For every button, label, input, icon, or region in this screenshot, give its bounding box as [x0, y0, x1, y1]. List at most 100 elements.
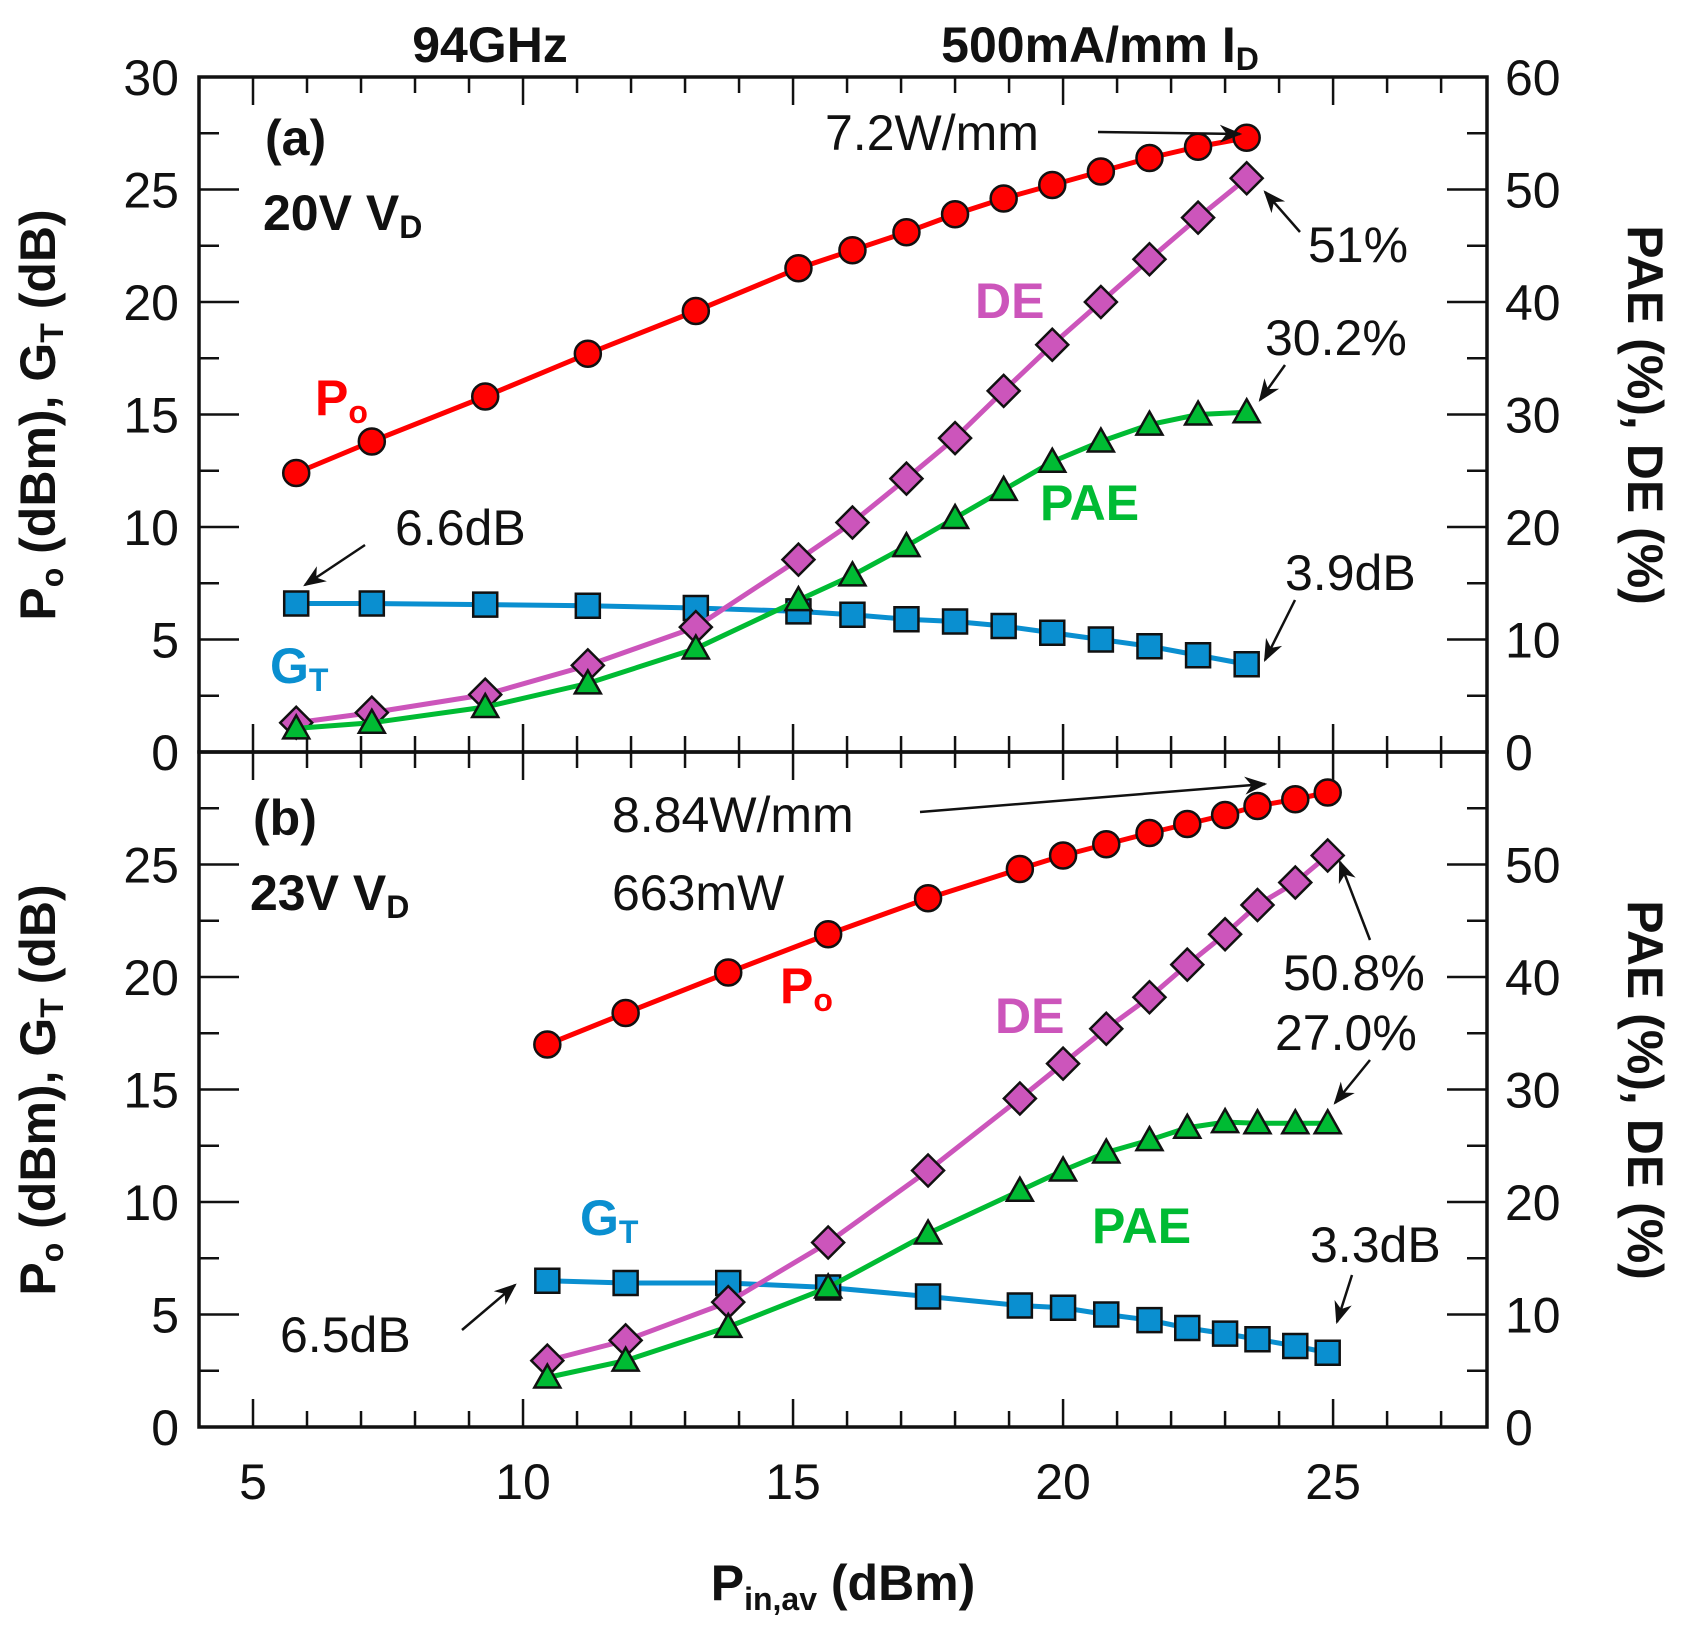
panel-b-de-point: [1131, 979, 1168, 1016]
panel-a-po-point: [1183, 132, 1213, 161]
panel-a-frame: [197, 75, 1489, 754]
x-tick-label: 25: [1305, 1454, 1361, 1510]
panel-a-gt-point: [990, 612, 1017, 640]
arrow-de-a: [1263, 190, 1301, 233]
panel-a-po-point: [1232, 123, 1261, 152]
panel-b-pae-point: [532, 1361, 563, 1389]
panel-b-y-tick-label: 15: [123, 1063, 179, 1119]
y-label-t: T: [34, 323, 70, 343]
panel-b-pae-point: [1134, 1124, 1165, 1152]
annotation-pae-b: 27.0%: [1275, 1005, 1417, 1061]
panel-b-pae-point: [1004, 1175, 1036, 1202]
panel-a-y-tick-label: 15: [123, 388, 179, 444]
panel-b-pae-point: [1242, 1107, 1273, 1135]
panel-b-y-right-tick-label: 30: [1505, 1063, 1561, 1119]
arrow-pae-a: [1258, 364, 1287, 402]
y-axis-title-b: Po (dBm), GT (dB): [10, 884, 70, 1295]
panel-a-de-point: [985, 373, 1022, 409]
arrow-de-b: [1338, 859, 1372, 941]
panel-a-gt-point: [839, 601, 866, 628]
panel-b-de-point: [910, 1152, 946, 1189]
po-main: P: [780, 958, 813, 1014]
panel-b-po-point: [1092, 830, 1121, 859]
panel-a-gt-point: [1184, 642, 1212, 669]
panel-b-pae-point: [1280, 1107, 1311, 1135]
panel-b-de-point: [1239, 887, 1276, 923]
panel-a-tag: (a): [265, 110, 326, 166]
panel-b-po-point: [1173, 809, 1202, 839]
panel-a-y-right-tick-label: 0: [1505, 725, 1533, 781]
annotation-power-a: 7.2W/mm: [825, 105, 1039, 161]
panel-a-po-point: [838, 236, 867, 265]
panel-b-y-right-tick-label: 10: [1505, 1288, 1561, 1344]
y-axis-title-a: Po (dBm), GT (dB): [10, 209, 70, 620]
panel-a-de-point: [1131, 241, 1168, 278]
po-label-b: Po: [780, 958, 833, 1018]
panel-a-de-point: [1083, 284, 1119, 320]
panel-a-vd: 20V VD: [263, 185, 422, 245]
panel-a-gt-point: [358, 590, 386, 617]
y-label-p: P: [10, 1262, 66, 1295]
annotation-power-b: 8.84W/mm: [612, 787, 854, 843]
panel-b-po-point: [1243, 791, 1272, 821]
panel-a-de-point: [780, 541, 817, 578]
panel-b-gt-point: [1244, 1326, 1271, 1353]
po-sub: o: [348, 394, 368, 430]
panel-a-y-right-tick-label: 10: [1505, 613, 1561, 669]
gt-main: G: [270, 638, 309, 694]
vd-main: 23V V: [250, 865, 387, 921]
annotation-pae-a: 30.2%: [1265, 310, 1407, 366]
panel-b-po-point: [533, 1030, 562, 1059]
panel-b-gt-point: [534, 1267, 561, 1294]
panel-a-gt-point: [574, 592, 602, 619]
vd-sub: D: [399, 209, 422, 245]
panel-a-y-tick-label: 10: [123, 500, 179, 556]
panel-a-po-point: [989, 184, 1018, 213]
panel-a-gt-point: [893, 606, 920, 633]
panel-a-y-tick-label: 0: [151, 725, 179, 781]
panel-b-gt-point: [1282, 1332, 1309, 1360]
y-label-mid: (dBm), G: [10, 1018, 66, 1243]
bias-main: 500mA/mm I: [941, 17, 1236, 73]
panel-a-po-point: [573, 339, 603, 368]
panel-b-pae-point: [1312, 1107, 1343, 1135]
panel-a-po-point: [357, 427, 387, 456]
panel-a-po-point: [1038, 170, 1067, 200]
panel-b-de-point: [1169, 946, 1206, 983]
panel-a-po-point: [281, 458, 311, 488]
panel-b-pae-point: [713, 1311, 744, 1339]
x-tick-label: 20: [1035, 1454, 1091, 1510]
panel-b-gt-point: [612, 1269, 639, 1297]
panel-b-tag: (b): [253, 790, 317, 846]
panel-a-y-right-tick-label: 60: [1505, 50, 1561, 106]
y-label-o: o: [34, 568, 70, 588]
panel-a-gt-point: [1136, 633, 1163, 660]
panel-b-pae-point: [813, 1271, 844, 1299]
annotation-de-a: 51%: [1308, 217, 1408, 273]
panel-b-de-point: [1088, 1010, 1125, 1047]
panel-a-de-point: [937, 420, 973, 456]
panel-b-de-point: [810, 1224, 846, 1261]
panel-a-pae-point: [356, 707, 387, 734]
x-label-main: P: [711, 1555, 744, 1611]
panel-b-y-right-tick-label: 50: [1505, 838, 1561, 894]
panel-b-po-point: [1048, 841, 1078, 870]
panel-b-y-tick-label: 5: [151, 1288, 179, 1344]
panel-a-po-point: [470, 382, 500, 411]
panel-a-po-point: [1135, 143, 1164, 173]
panel-b-y-right-tick-label: 40: [1505, 950, 1561, 1006]
panel-b-de-point: [1002, 1080, 1038, 1117]
annotation-gt-start-a: 6.6dB: [395, 500, 526, 556]
panel-b-de-point: [1277, 864, 1314, 901]
panel-b-po-point: [913, 884, 943, 913]
panel-b-pae-point: [1172, 1112, 1203, 1139]
pae-label-b: PAE: [1092, 1198, 1191, 1254]
y-right-title-b: PAE (%), DE (%): [1617, 900, 1673, 1280]
x-tick-label: 10: [495, 1454, 551, 1510]
annotation-gt-start-b: 6.5dB: [280, 1307, 411, 1363]
panel-a-de-point: [1228, 160, 1265, 197]
vd-main: 20V V: [263, 185, 400, 241]
y-label-o: o: [34, 1243, 70, 1263]
panel-b-po-point: [1281, 785, 1310, 814]
gt-sub: T: [309, 662, 329, 698]
